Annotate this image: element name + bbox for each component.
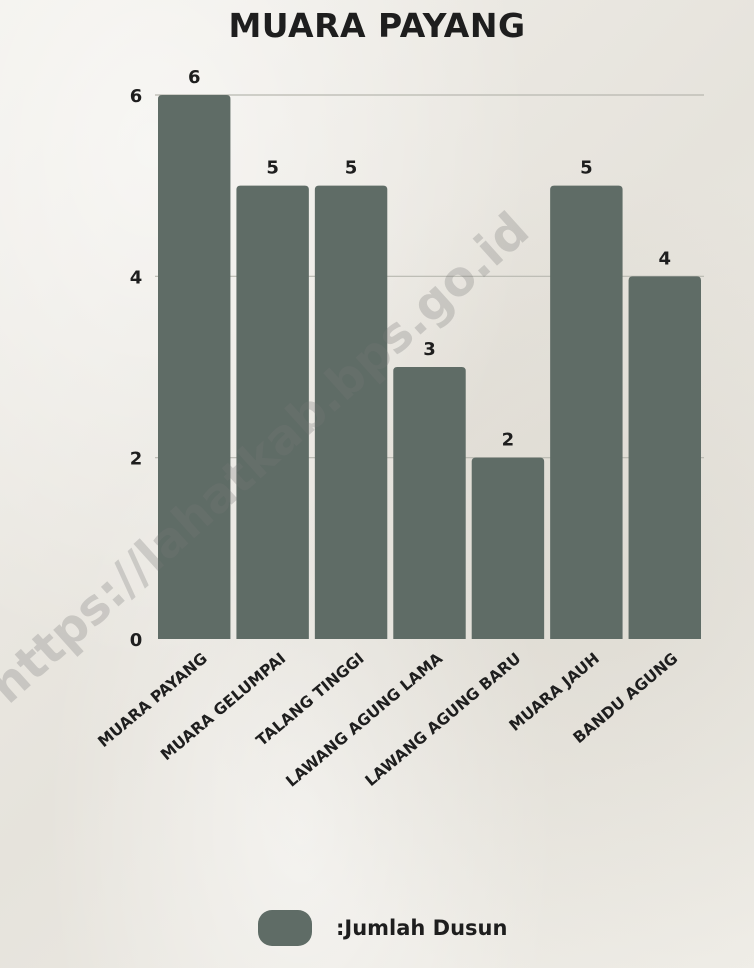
bar-value-label: 5 xyxy=(266,158,279,179)
bar-value-label: 4 xyxy=(659,248,672,269)
data-labels: 6 5 5 3 2 5 4 xyxy=(188,67,671,451)
bar xyxy=(550,185,623,639)
y-axis-ticks: 0 2 4 6 xyxy=(130,86,143,651)
legend-label: :Jumlah Dusun xyxy=(336,916,508,940)
y-tick-label: 2 xyxy=(130,449,143,470)
bar-value-label: 3 xyxy=(423,339,436,360)
chart-title: MUARA PAYANG xyxy=(228,6,526,45)
bar xyxy=(471,457,545,639)
y-tick-label: 4 xyxy=(130,267,143,288)
bar-value-label: 5 xyxy=(345,158,358,179)
bar-value-label: 2 xyxy=(502,430,515,451)
bars xyxy=(158,95,701,639)
x-tick-label: MUARA GELUMPAI xyxy=(157,649,289,764)
bar xyxy=(393,367,466,639)
legend: :Jumlah Dusun xyxy=(258,910,507,946)
x-tick-label: LAWANG AGUNG LAMA xyxy=(283,649,447,790)
bar xyxy=(314,185,388,639)
bar-value-label: 5 xyxy=(580,158,593,179)
legend-swatch xyxy=(258,910,312,946)
y-tick-label: 0 xyxy=(130,630,143,651)
bar xyxy=(158,95,231,639)
bar xyxy=(628,276,701,639)
bar xyxy=(236,185,309,639)
bar-value-label: 6 xyxy=(188,67,201,88)
x-tick-label: LAWANG AGUNG BARU xyxy=(362,649,525,790)
y-tick-label: 6 xyxy=(130,86,143,107)
